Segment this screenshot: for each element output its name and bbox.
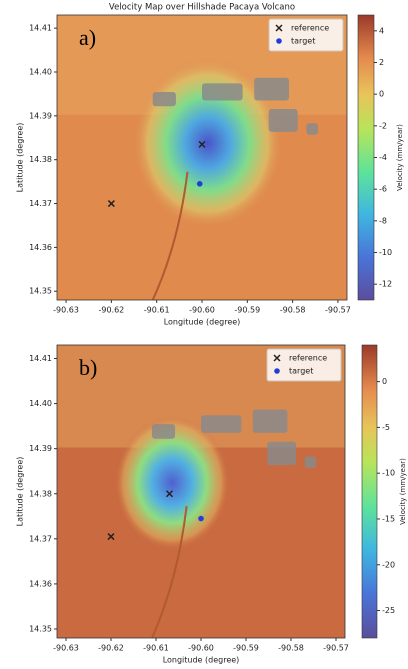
colorbar-tick-label: -25 [382, 606, 395, 615]
hillshade-patch [254, 77, 289, 101]
x-tick-label: -90.62 [98, 306, 124, 315]
y-tick-label: 14.38 [29, 155, 52, 164]
x-tick-label: -90.62 [98, 644, 124, 653]
colorbar-tick-label: 0 [379, 90, 384, 99]
colorbar-tick-label: -15 [382, 514, 395, 523]
colorbar-tick-label: -8 [379, 216, 387, 225]
colorbar-tick-label: 4 [379, 26, 384, 35]
y-tick-label: 14.38 [29, 489, 52, 498]
target-point [196, 181, 203, 187]
colorbar-tick-label: -6 [379, 185, 387, 194]
colorbar-label: Velocity (mm/year) [396, 124, 404, 191]
y-tick-label: 14.36 [29, 243, 52, 252]
hillshade-patch [152, 91, 176, 107]
hillshade-patch [306, 123, 318, 135]
x-tick-label: -90.59 [234, 306, 260, 315]
legend-label: target [291, 37, 315, 46]
reference-point [165, 490, 174, 498]
chart-title: Velocity Map over Hillshade Pacaya Volca… [109, 3, 295, 13]
colorbar-tick-label: 2 [379, 58, 384, 67]
x-tick-label: -90.61 [143, 644, 169, 653]
reference-point [107, 533, 115, 541]
ridge-line [151, 506, 188, 638]
x-axis-label: Longitude (degree) [163, 656, 240, 665]
colorbar-tick-label: 0 [382, 377, 387, 386]
y-tick-label: 14.40 [29, 399, 52, 408]
y-tick-label: 14.37 [29, 534, 52, 543]
y-tick-label: 14.35 [29, 287, 52, 296]
reference-point [198, 140, 206, 148]
y-tick-label: 14.40 [29, 68, 52, 77]
colorbar [361, 344, 378, 639]
y-tick-label: 14.39 [29, 444, 52, 453]
y-tick-label: 14.35 [29, 624, 52, 633]
y-axis-label: Latitude (degree) [16, 457, 25, 527]
legend-label: reference [291, 24, 329, 33]
colorbar-tick-label: -4 [379, 153, 387, 162]
x-tick-label: -90.63 [53, 644, 79, 653]
colorbar-tick-label: -12 [379, 280, 392, 289]
x-axis-label: Longitude (degree) [164, 318, 241, 327]
target-point [198, 515, 204, 522]
legend-box [268, 18, 344, 52]
y-tick-label: 14.37 [29, 199, 52, 208]
y-tick-label: 14.36 [29, 579, 52, 588]
y-axis-label: Latitude (degree) [16, 123, 25, 193]
colorbar-tick-label: -10 [379, 248, 392, 257]
map-image [57, 345, 345, 638]
hillshade-patch [252, 409, 288, 433]
y-tick-label: 14.41 [29, 24, 52, 33]
y-tick-label: 14.41 [29, 354, 52, 363]
x-tick-label: -90.59 [233, 644, 259, 653]
x-tick-label: -90.57 [323, 644, 349, 653]
hillshade-patch [201, 415, 242, 433]
x-tick-label: -90.58 [280, 306, 306, 315]
reference-point [107, 200, 115, 208]
legend-marker [276, 38, 282, 44]
colorbar [357, 14, 375, 301]
x-tick-label: -90.61 [144, 306, 170, 315]
hillshade-patch [267, 441, 297, 466]
x-tick-label: -90.57 [325, 306, 351, 315]
x-tick-label: -90.60 [188, 644, 214, 653]
legend-marker [275, 24, 283, 32]
map-image [57, 15, 347, 300]
x-tick-label: -90.60 [189, 306, 215, 315]
legend-label: target [289, 367, 313, 376]
panel-label: a) [79, 25, 96, 50]
hillshade-patch [268, 109, 298, 132]
hillshade-patch [304, 456, 317, 469]
colorbar-tick-label: -20 [382, 560, 395, 569]
legend-box [266, 348, 342, 382]
legend-label: reference [289, 354, 327, 363]
x-tick-label: -90.58 [278, 644, 304, 653]
panel-label: b) [79, 355, 97, 380]
colorbar-tick-label: -5 [382, 423, 390, 432]
colorbar-tick-label: -10 [382, 469, 395, 478]
x-tick-label: -90.63 [53, 306, 79, 315]
colorbar-tick-label: -2 [379, 121, 387, 130]
y-tick-label: 14.39 [29, 111, 52, 120]
legend-marker [274, 368, 280, 374]
legend-marker [273, 354, 281, 362]
hillshade-patch [152, 424, 176, 439]
hillshade-patch [202, 83, 243, 101]
ridge-line [151, 171, 189, 300]
colorbar-label: Velocity (mm/year) [399, 458, 407, 525]
